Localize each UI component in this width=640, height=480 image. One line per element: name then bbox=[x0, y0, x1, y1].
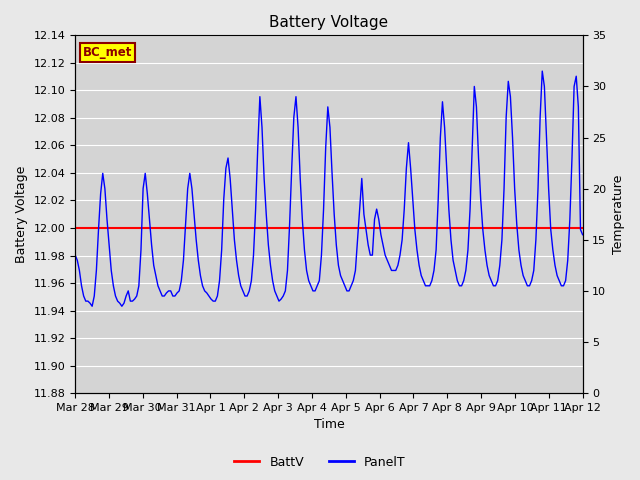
Title: Battery Voltage: Battery Voltage bbox=[269, 15, 388, 30]
Y-axis label: Temperature: Temperature bbox=[612, 175, 625, 254]
X-axis label: Time: Time bbox=[314, 419, 344, 432]
Y-axis label: Battery Voltage: Battery Voltage bbox=[15, 166, 28, 263]
Legend: BattV, PanelT: BattV, PanelT bbox=[229, 451, 411, 474]
Text: BC_met: BC_met bbox=[83, 46, 132, 59]
